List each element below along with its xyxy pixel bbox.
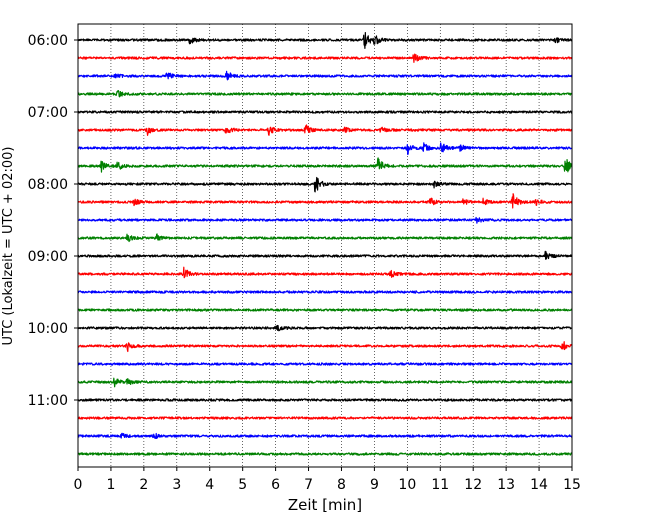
y-tick-label-3: 09:00 — [28, 249, 68, 265]
trace-0600 — [77, 31, 573, 49]
trace-0845 — [77, 233, 573, 243]
y-tick-label-0: 06:00 — [28, 33, 68, 49]
x-tick-label-6: 6 — [271, 477, 280, 493]
y-tick-label-2: 08:00 — [28, 177, 68, 193]
x-tick-label-12: 12 — [464, 477, 482, 493]
x-axis-label: Zeit [min] — [288, 496, 362, 514]
y-axis-label: UTC (Lokalzeit = UTC + 02:00) — [1, 147, 16, 346]
x-tick-label-1: 1 — [106, 477, 115, 493]
x-axis-ticks: 0 1 2 3 4 5 6 7 8 9 10 11 12 13 14 15 — [74, 467, 581, 493]
x-tick-label-9: 9 — [370, 477, 379, 493]
trace-0930 — [77, 290, 573, 294]
plot-frame — [77, 23, 573, 468]
trace-0630 — [77, 70, 573, 81]
x-tick-label-3: 3 — [172, 477, 181, 493]
y-axis-ticks: 06:00 07:00 08:00 09:00 10:00 11:00 — [28, 33, 78, 409]
trace-1115 — [77, 416, 573, 420]
y-tick-label-5: 11:00 — [28, 393, 68, 409]
x-tick-label-11: 11 — [431, 477, 449, 493]
trace-0800 — [77, 176, 573, 193]
trace-0715 — [77, 124, 573, 136]
trace-0645 — [77, 90, 573, 98]
trace-1015 — [77, 341, 573, 353]
trace-0830 — [77, 216, 573, 224]
trace-1030 — [77, 362, 573, 366]
x-tick-label-2: 2 — [139, 477, 148, 493]
trace-1100 — [77, 398, 573, 402]
x-tick-label-13: 13 — [497, 477, 515, 493]
x-tick-label-4: 4 — [205, 477, 214, 493]
trace-0745 — [77, 157, 573, 173]
x-tick-label-5: 5 — [238, 477, 247, 493]
x-tick-label-14: 14 — [530, 477, 548, 493]
trace-0700 — [77, 110, 573, 114]
trace-0615 — [77, 53, 573, 63]
vertical-gridlines — [110, 24, 540, 467]
trace-1045 — [77, 377, 573, 388]
seismic-traces — [77, 31, 573, 456]
trace-1130 — [77, 432, 573, 440]
x-tick-label-8: 8 — [337, 477, 346, 493]
y-tick-label-4: 10:00 — [28, 321, 68, 337]
trace-1145 — [77, 452, 573, 456]
x-tick-label-15: 15 — [563, 477, 581, 493]
x-tick-label-10: 10 — [398, 477, 416, 493]
trace-0945 — [77, 308, 573, 312]
trace-1000 — [77, 324, 573, 332]
trace-0815 — [77, 193, 573, 209]
trace-0730 — [77, 142, 573, 156]
x-tick-label-0: 0 — [74, 477, 83, 493]
trace-0915 — [77, 266, 573, 279]
x-tick-label-7: 7 — [304, 477, 313, 493]
trace-0900 — [77, 250, 573, 260]
y-tick-label-1: 07:00 — [28, 105, 68, 121]
